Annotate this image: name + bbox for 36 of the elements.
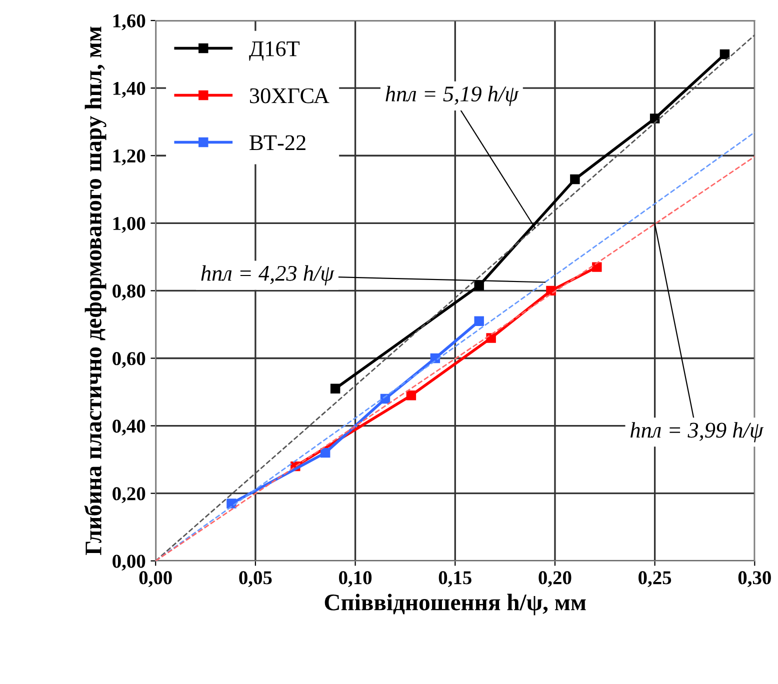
point [592,262,602,272]
y-axis-title: Глибина пластично деформованого шару hпл, мм [84,26,106,556]
y-tick-label: 0,40 [112,420,146,436]
legend-label: Д16Т [249,41,300,61]
point [226,498,236,508]
y-tick-label: 0,60 [112,352,146,368]
point [486,333,496,343]
x-tick-label: 0,25 [638,571,672,588]
x-tick-label: 0,10 [339,571,372,588]
point [406,390,416,400]
annotation: hпл = 3,99 h/ψ [630,422,764,442]
annotation: hпл = 4,23 h/ψ [201,265,334,286]
point [546,286,556,296]
point [474,280,484,290]
point [320,448,330,458]
annotation: hпл = 5,19 h/ψ [386,86,519,106]
x-tick-label: 0,00 [139,571,172,588]
x-axis-title: Співвідношення h/ψ, мм [324,594,586,616]
x-tick-label: 0,05 [239,571,272,588]
point [650,114,660,124]
point [330,384,340,394]
x-tick-label: 0,15 [438,571,472,588]
legend-label: 30ХГСА [250,88,330,104]
y-tick-label: 0,20 [112,487,146,504]
y-tick-label: 1,20 [113,149,146,166]
y-tick-label: 1,60 [113,14,146,30]
point [720,49,730,60]
legend-label: ВТ-22 [250,135,306,150]
y-tick-label: 0,00 [112,554,146,571]
y-tick-label: 1,00 [113,216,146,233]
x-tick-label: 0,30 [738,571,771,588]
point [570,174,580,184]
y-tick-label: 1,40 [113,82,146,98]
x-tick-label: 0,20 [538,571,572,588]
point [474,316,484,326]
y-tick-label: 0,80 [112,284,146,300]
